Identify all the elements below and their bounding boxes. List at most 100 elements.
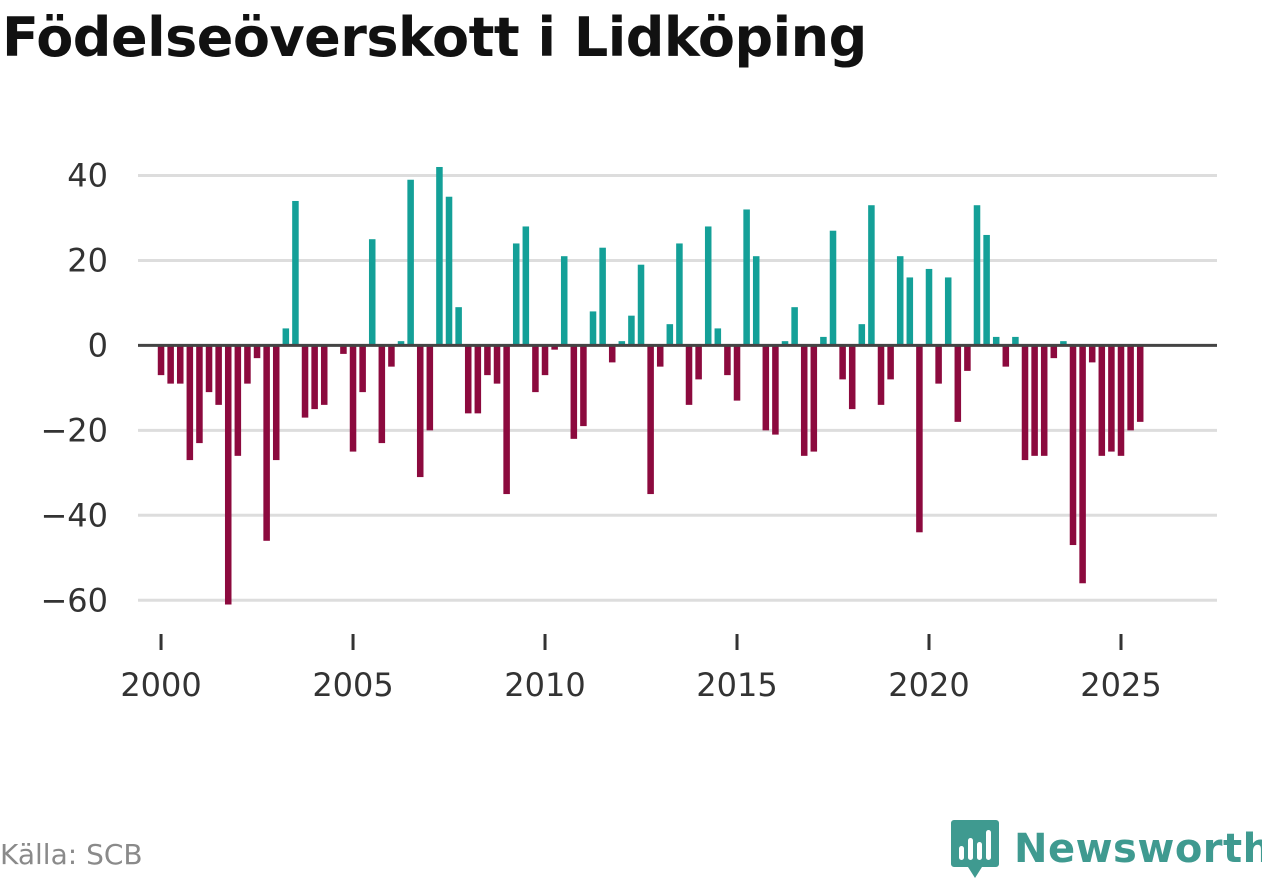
bar[interactable] [896, 256, 904, 346]
bar[interactable] [1098, 345, 1106, 456]
bar[interactable] [224, 345, 232, 605]
bar[interactable] [407, 179, 414, 346]
bar[interactable] [215, 345, 222, 405]
bar[interactable] [887, 345, 894, 380]
bar[interactable] [464, 345, 472, 414]
bar[interactable] [282, 328, 290, 346]
bar[interactable] [916, 345, 923, 533]
bar[interactable] [541, 345, 549, 376]
bar[interactable] [196, 345, 203, 444]
bar[interactable] [416, 345, 424, 478]
bar[interactable] [743, 209, 750, 346]
bar[interactable] [992, 336, 1000, 346]
bar[interactable] [349, 345, 357, 452]
bar[interactable] [1060, 341, 1067, 346]
bar[interactable] [176, 345, 184, 384]
bar[interactable] [474, 345, 482, 414]
bar[interactable] [253, 345, 261, 359]
bar[interactable] [618, 341, 626, 346]
bar[interactable] [522, 226, 530, 346]
bar[interactable] [186, 345, 194, 461]
bar[interactable] [378, 345, 386, 444]
bar[interactable] [503, 345, 510, 495]
bar[interactable] [762, 345, 770, 431]
bar[interactable] [954, 345, 962, 422]
bar[interactable] [234, 345, 242, 456]
bar[interactable] [868, 205, 875, 346]
bar[interactable] [244, 345, 251, 384]
bar[interactable] [570, 345, 578, 439]
bar[interactable] [340, 345, 347, 354]
bar[interactable] [167, 345, 174, 384]
bar[interactable] [1127, 345, 1134, 431]
bar[interactable] [512, 243, 520, 346]
bar[interactable] [676, 243, 683, 346]
bar[interactable] [426, 345, 434, 431]
bar[interactable] [1088, 345, 1096, 363]
bar[interactable] [695, 345, 702, 380]
bar[interactable] [263, 345, 270, 541]
bar[interactable] [589, 311, 597, 346]
bar[interactable] [820, 336, 827, 346]
bar[interactable] [455, 307, 462, 346]
bar[interactable] [637, 264, 645, 346]
bar[interactable] [839, 345, 846, 380]
bar[interactable] [781, 341, 789, 346]
bar[interactable] [628, 315, 635, 346]
bar[interactable] [685, 345, 693, 405]
bar[interactable] [1031, 345, 1038, 456]
bar[interactable] [829, 230, 837, 346]
bar[interactable] [800, 345, 808, 456]
bar[interactable] [292, 200, 299, 346]
bar[interactable] [1117, 345, 1125, 456]
bar[interactable] [599, 247, 606, 346]
bar[interactable] [906, 277, 914, 346]
bar[interactable] [791, 307, 798, 346]
bar[interactable] [1108, 345, 1115, 452]
bar[interactable] [493, 345, 501, 384]
bar[interactable] [311, 345, 318, 410]
bar[interactable] [1012, 336, 1019, 346]
bar[interactable] [205, 345, 213, 393]
bar[interactable] [858, 324, 866, 346]
bar[interactable] [1069, 345, 1077, 546]
bar[interactable] [368, 239, 376, 346]
bar[interactable] [532, 345, 539, 393]
bar[interactable] [551, 345, 558, 350]
bar[interactable] [877, 345, 885, 405]
bar[interactable] [1079, 345, 1086, 584]
bar[interactable] [724, 345, 731, 376]
bar[interactable] [983, 234, 990, 346]
bar[interactable] [272, 345, 280, 461]
bar[interactable] [445, 196, 453, 346]
bar[interactable] [1002, 345, 1010, 367]
bar[interactable] [1050, 345, 1058, 359]
bar[interactable] [752, 256, 760, 346]
bar[interactable] [560, 256, 568, 346]
bar[interactable] [925, 268, 933, 346]
bar[interactable] [1136, 345, 1144, 422]
bar[interactable] [973, 205, 981, 346]
bar[interactable] [810, 345, 818, 452]
bar[interactable] [1040, 345, 1048, 456]
bar[interactable] [656, 345, 664, 367]
bar[interactable] [772, 345, 779, 435]
bar[interactable] [580, 345, 587, 427]
bar[interactable] [301, 345, 309, 418]
bar[interactable] [733, 345, 741, 401]
bar[interactable] [935, 345, 942, 384]
bar[interactable] [359, 345, 366, 393]
bar[interactable] [1021, 345, 1029, 461]
bar[interactable] [608, 345, 616, 363]
bar[interactable] [848, 345, 856, 410]
bar[interactable] [714, 328, 722, 346]
bar[interactable] [704, 226, 712, 346]
bar[interactable] [964, 345, 971, 371]
bar[interactable] [388, 345, 395, 367]
bar[interactable] [157, 345, 165, 376]
newsworthy-logo[interactable]: Newsworthy [950, 818, 1262, 880]
bar[interactable] [436, 166, 443, 346]
bar[interactable] [647, 345, 654, 495]
bar[interactable] [484, 345, 491, 376]
bar[interactable] [944, 277, 952, 346]
